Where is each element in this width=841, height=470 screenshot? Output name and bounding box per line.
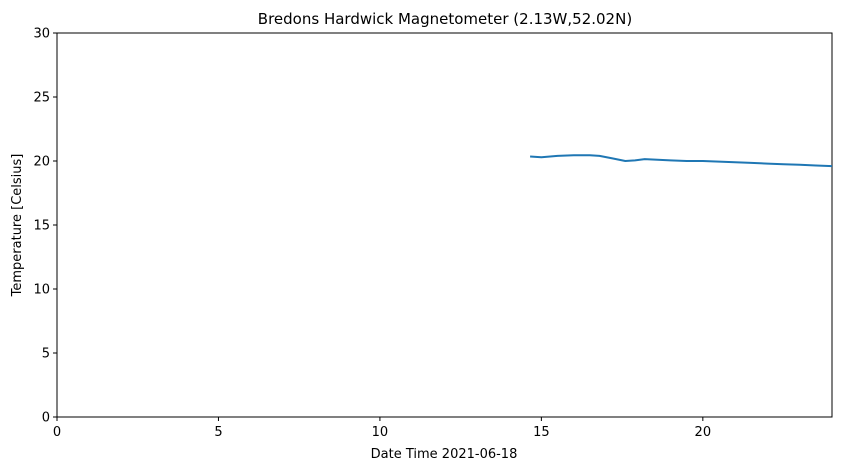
x-axis-label: Date Time 2021-06-18	[371, 447, 518, 462]
x-tick-label: 20	[695, 425, 712, 440]
y-tick-label: 5	[42, 347, 50, 362]
y-tick-label: 15	[33, 219, 50, 234]
y-tick-label: 10	[33, 283, 50, 298]
plot-frame	[56, 32, 833, 418]
x-tick-label: 0	[53, 425, 61, 440]
series-line	[530, 154, 833, 168]
x-tick-label: 5	[214, 425, 222, 440]
x-tick-label: 15	[533, 425, 550, 440]
x-tick-label: 10	[372, 425, 389, 440]
chart-title: Bredons Hardwick Magnetometer (2.13W,52.…	[258, 10, 632, 28]
y-tick-label: 25	[33, 91, 50, 106]
y-tick-label: 20	[33, 155, 50, 170]
y-tick-label: 0	[42, 411, 50, 426]
y-tick-label: 30	[33, 27, 50, 42]
series-layer	[530, 154, 833, 168]
x-axis: 0 5 10 15 20	[53, 417, 711, 440]
y-axis: 0 5 10 15 20 25 30	[33, 27, 57, 426]
y-axis-label: Temperature [Celsius]	[10, 154, 25, 298]
